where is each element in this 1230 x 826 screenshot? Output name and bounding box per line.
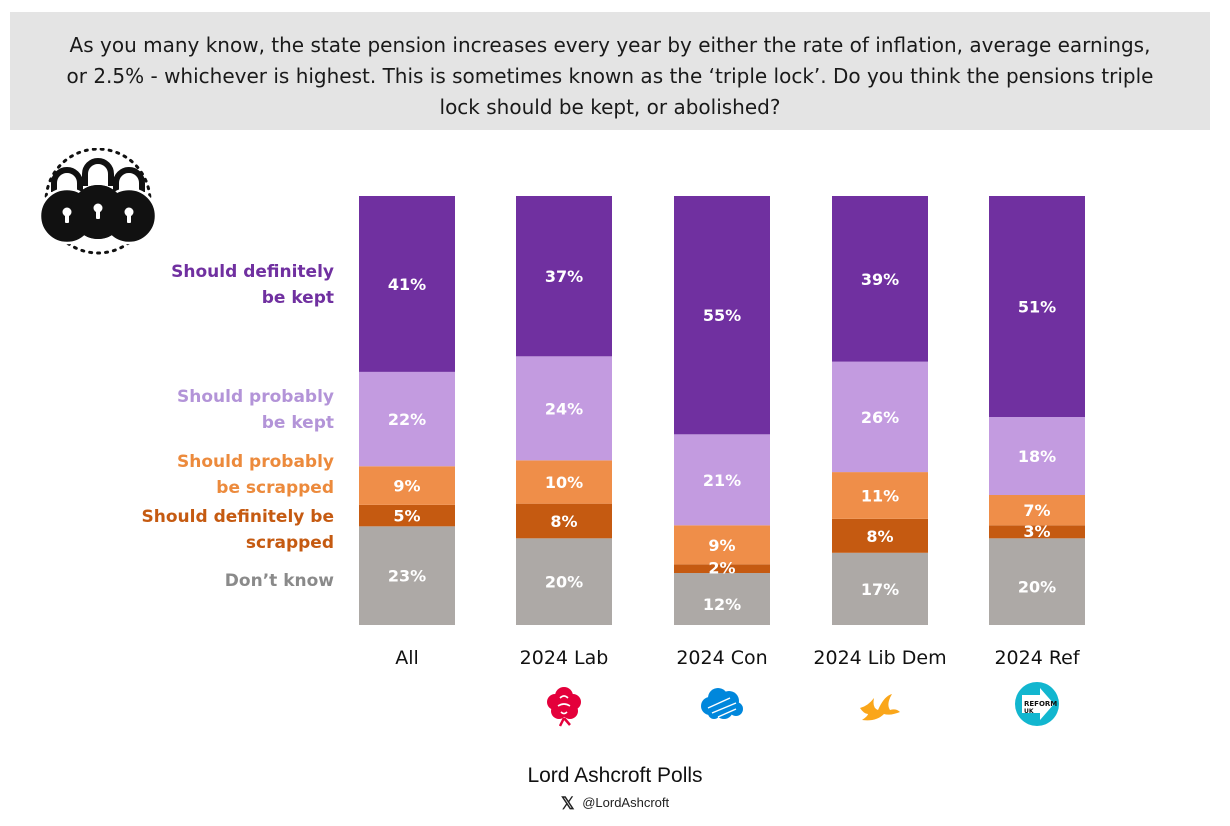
data-label: 9% [708, 536, 735, 555]
legend-label: Should probably [177, 452, 334, 472]
stacked-bar-chart: All 2024 Lab 2024 Con 2024 Lib Dem 2024 Ref 2… [142, 196, 1085, 727]
footer-title: Lord Ashcroft Polls [527, 764, 703, 787]
bar-segment [832, 361, 928, 473]
bar-segment [989, 495, 1085, 526]
legend-label: Don’t know [225, 571, 334, 591]
bar-segment [359, 466, 455, 505]
bar-segment [516, 356, 612, 461]
data-label: 2% [708, 559, 735, 578]
bar-segment [516, 196, 612, 357]
data-label: 5% [393, 507, 420, 526]
bar-segment [674, 564, 770, 573]
bar-segment [989, 196, 1085, 417]
data-label: 20% [545, 573, 583, 592]
bar-segment [989, 417, 1085, 495]
legend-label: Should definitely [171, 262, 334, 282]
data-label: 8% [550, 512, 577, 531]
bar-segment [989, 525, 1085, 539]
footer-handle: 𝕏 @LordAshcroft [0, 794, 1230, 814]
data-label: 24% [545, 399, 583, 418]
data-label: 26% [861, 408, 899, 427]
data-label: 55% [703, 306, 741, 325]
legend-label: be kept [262, 288, 334, 308]
bar-segment [674, 196, 770, 435]
bar-segment [832, 196, 928, 362]
data-label: 20% [1018, 578, 1056, 597]
legend-label: Should definitely be [142, 507, 334, 527]
data-label: 9% [393, 477, 420, 496]
bar-segment [359, 504, 455, 527]
bar-segment [516, 503, 612, 539]
bar-segment [516, 460, 612, 504]
conservative-tree-icon [701, 688, 743, 719]
labour-rose-icon [547, 687, 581, 727]
data-label: 8% [866, 527, 893, 546]
data-label: 22% [388, 410, 426, 429]
data-label: 51% [1018, 298, 1056, 317]
data-label: 23% [388, 567, 426, 586]
data-label: 17% [861, 580, 899, 599]
question-text: As you many know, the state pension incr… [10, 12, 1210, 130]
category-label: 2024 Lab [520, 647, 609, 669]
bar-segment [359, 371, 455, 467]
category-label: 2024 Lib Dem [813, 647, 946, 669]
data-label: 41% [388, 275, 426, 294]
data-label: 3% [1023, 522, 1050, 541]
category-label: 2024 Ref [994, 647, 1080, 669]
data-label: 21% [703, 471, 741, 490]
x-logo-icon: 𝕏 [560, 794, 575, 813]
category-label: 2024 Con [676, 647, 767, 669]
libdem-bird-icon [860, 694, 900, 721]
legend-label: be kept [262, 413, 334, 433]
data-label: 37% [545, 267, 583, 286]
padlocks-icon [36, 147, 160, 262]
legend-label: scrapped [246, 533, 334, 553]
bar-segment [832, 552, 928, 625]
data-label: 11% [861, 486, 899, 505]
data-label: 39% [861, 270, 899, 289]
reform-logo-text: UK [1024, 708, 1034, 715]
reform-logo-text: REFORM [1024, 700, 1057, 708]
bar-segment [832, 518, 928, 553]
data-label: 18% [1018, 447, 1056, 466]
bar-segment [359, 526, 455, 625]
bar-segment [989, 538, 1085, 625]
data-label: 12% [703, 595, 741, 614]
bar-segment [674, 525, 770, 565]
category-label: All [395, 647, 419, 669]
legend-label: Should probably [177, 387, 334, 407]
handle-text: @LordAshcroft [582, 795, 670, 810]
data-label: 7% [1023, 501, 1050, 520]
bar-segment [832, 472, 928, 519]
bar-segment [674, 434, 770, 526]
bar-segment [359, 196, 455, 372]
bar-segment [674, 573, 770, 625]
data-label: 10% [545, 473, 583, 492]
bar-segment [516, 538, 612, 625]
legend-label: be scrapped [216, 478, 334, 498]
